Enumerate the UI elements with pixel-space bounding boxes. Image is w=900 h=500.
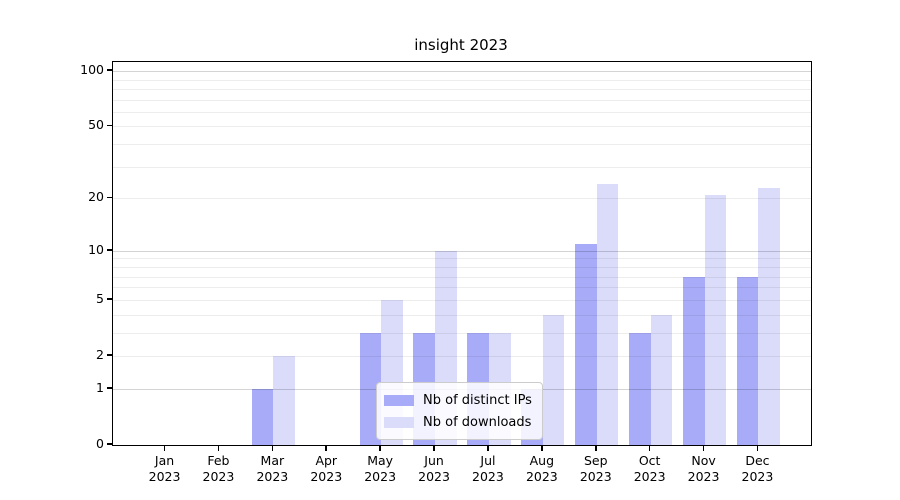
gridline-minor xyxy=(113,88,811,90)
gridline-minor xyxy=(113,314,811,316)
x-tick-mark xyxy=(379,446,381,451)
bar-downloads-dec xyxy=(758,187,781,445)
x-tick-mark xyxy=(487,446,489,451)
x-tick-mark xyxy=(756,446,759,451)
x-tick-label: May 2023 xyxy=(364,453,397,484)
y-tick-mark xyxy=(107,443,113,445)
y-tick-label: 5 xyxy=(96,290,104,306)
gridline-minor xyxy=(113,198,811,200)
legend-label-distinct-ips: Nb of distinct IPs xyxy=(423,392,532,408)
x-tick-label: Feb 2023 xyxy=(202,453,235,484)
gridline-minor xyxy=(113,166,811,168)
gridline-major xyxy=(113,250,811,252)
x-tick-mark xyxy=(271,446,274,451)
gridline-minor xyxy=(113,355,811,357)
gridline-minor xyxy=(113,79,811,81)
x-tick-mark xyxy=(648,446,651,451)
x-tick-mark xyxy=(541,446,543,451)
legend-item-downloads: Nb of downloads xyxy=(384,411,532,433)
bar-distinct-ips-mar xyxy=(251,388,274,445)
legend-swatch-downloads xyxy=(384,416,414,428)
x-tick-label: Jun 2023 xyxy=(418,453,450,484)
x-tick-mark xyxy=(163,446,166,451)
x-tick-label: Jan 2023 xyxy=(148,453,181,484)
gridline-minor xyxy=(113,258,811,260)
gridline-minor xyxy=(113,332,811,334)
x-tick-mark xyxy=(325,446,328,451)
x-tick-label: Sep 2023 xyxy=(579,453,612,484)
x-tick-mark xyxy=(217,446,220,451)
bar-downloads-oct xyxy=(650,314,673,445)
x-tick-mark xyxy=(433,446,435,451)
bar-downloads-nov xyxy=(704,194,727,445)
bar-downloads-mar xyxy=(273,356,295,445)
y-tick-mark xyxy=(107,387,113,389)
bar-distinct-ips-sep xyxy=(575,243,597,445)
bar-downloads-sep xyxy=(596,184,619,445)
y-tick-label: 10 xyxy=(88,241,104,257)
x-tick-label: Jul 2023 xyxy=(472,453,504,484)
x-tick-label: Nov 2023 xyxy=(687,453,720,484)
chart-title: insight 2023 xyxy=(414,36,508,54)
y-tick-label: 100 xyxy=(80,62,104,78)
bar-distinct-ips-oct xyxy=(629,332,651,445)
y-tick-mark xyxy=(107,354,113,356)
x-tick-mark xyxy=(702,446,705,451)
bar-distinct-ips-may xyxy=(359,332,382,445)
legend: Nb of distinct IPs Nb of downloads xyxy=(376,382,543,440)
y-tick-mark xyxy=(107,124,113,127)
gridline-minor xyxy=(113,126,811,128)
legend-swatch-distinct-ips xyxy=(384,394,414,406)
y-tick-mark xyxy=(107,298,113,300)
gridline-minor xyxy=(113,287,811,289)
x-tick-label: Oct 2023 xyxy=(633,453,666,484)
y-tick-mark xyxy=(107,196,113,199)
x-tick-label: Aug 2023 xyxy=(525,453,558,484)
x-tick-mark xyxy=(594,446,597,451)
gridline-minor xyxy=(113,276,811,278)
y-tick-label: 0 xyxy=(96,436,104,451)
gridline-minor xyxy=(113,299,811,301)
bar-distinct-ips-dec xyxy=(736,276,759,445)
y-tick-mark xyxy=(107,248,113,251)
y-tick-label: 1 xyxy=(96,379,104,395)
x-tick-label: Dec 2023 xyxy=(741,453,774,484)
gridline-minor xyxy=(113,111,811,113)
x-tick-label: Mar 2023 xyxy=(256,453,289,484)
y-tick-label: 2 xyxy=(96,346,104,362)
bar-distinct-ips-nov xyxy=(682,276,705,445)
x-tick-label: Apr 2023 xyxy=(310,453,343,484)
y-tick-label: 20 xyxy=(88,189,104,205)
y-tick-label: 50 xyxy=(88,117,104,133)
legend-item-distinct-ips: Nb of distinct IPs xyxy=(384,389,532,411)
gridline-minor xyxy=(113,266,811,268)
legend-label-downloads: Nb of downloads xyxy=(423,414,532,430)
gridline-minor xyxy=(113,144,811,146)
gridline-minor xyxy=(113,99,811,101)
bar-downloads-aug xyxy=(542,314,565,445)
plot-area: Nb of distinct IPs Nb of downloads xyxy=(112,61,812,446)
gridline-major xyxy=(113,71,811,73)
y-tick-mark xyxy=(107,69,113,71)
